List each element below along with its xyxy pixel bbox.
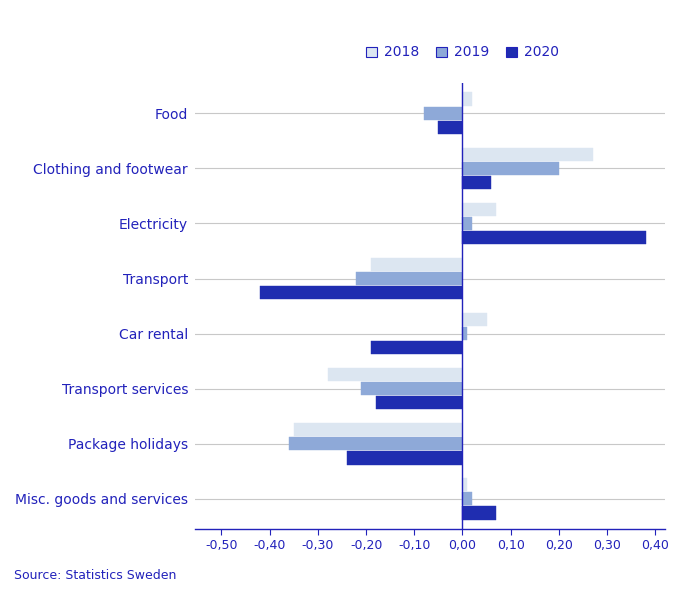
Bar xyxy=(462,148,593,161)
Bar xyxy=(376,397,462,410)
Bar xyxy=(260,286,462,300)
Bar xyxy=(371,258,462,271)
Legend: 2018, 2019, 2020: 2018, 2019, 2020 xyxy=(366,46,559,60)
Bar xyxy=(371,341,462,355)
Bar xyxy=(424,107,462,120)
Text: Source: Statistics Sweden: Source: Statistics Sweden xyxy=(14,569,176,582)
Bar xyxy=(361,382,462,395)
Bar xyxy=(438,121,462,134)
Bar xyxy=(289,437,462,450)
Bar xyxy=(462,217,472,230)
Bar xyxy=(462,162,559,175)
Bar xyxy=(462,327,467,340)
Bar xyxy=(462,176,491,189)
Bar xyxy=(347,452,462,465)
Bar xyxy=(462,313,486,326)
Bar xyxy=(462,93,472,106)
Bar xyxy=(462,231,645,244)
Bar xyxy=(328,368,462,381)
Bar xyxy=(462,506,497,519)
Bar xyxy=(294,423,462,436)
Bar xyxy=(462,492,472,505)
Bar xyxy=(357,272,462,285)
Bar xyxy=(462,478,467,491)
Bar xyxy=(462,203,497,216)
